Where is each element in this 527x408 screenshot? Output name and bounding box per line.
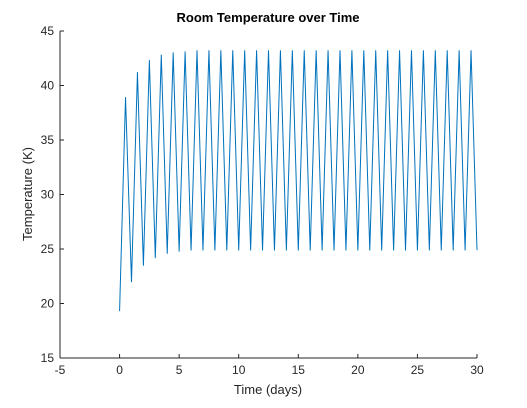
- y-tick-label: 15: [41, 351, 55, 365]
- x-tick-label: 25: [411, 363, 425, 377]
- x-tick-label: 15: [292, 363, 306, 377]
- x-tick-label: 5: [176, 363, 183, 377]
- x-tick-label: 30: [470, 363, 484, 377]
- x-tick-label: 10: [232, 363, 246, 377]
- series-line-temperature: [119, 50, 478, 312]
- y-tick-label: 25: [41, 242, 55, 256]
- y-tick-label: 20: [41, 297, 55, 311]
- x-axis-ticks: -5 0 5 10 15 20 25 30: [55, 354, 484, 377]
- x-tick-label: 0: [116, 363, 123, 377]
- y-tick-label: 30: [41, 188, 55, 202]
- y-tick-label: 40: [41, 79, 55, 93]
- x-axis-label: Time (days): [234, 382, 302, 397]
- y-axis-label: Temperature (K): [20, 147, 35, 241]
- y-tick-label: 45: [41, 24, 55, 38]
- x-tick-label: -5: [55, 363, 66, 377]
- chart-title: Room Temperature over Time: [176, 10, 359, 25]
- x-tick-label: 20: [351, 363, 365, 377]
- y-tick-label: 35: [41, 133, 55, 147]
- y-axis-ticks: 15 20 25 30 35 40 45: [41, 24, 64, 365]
